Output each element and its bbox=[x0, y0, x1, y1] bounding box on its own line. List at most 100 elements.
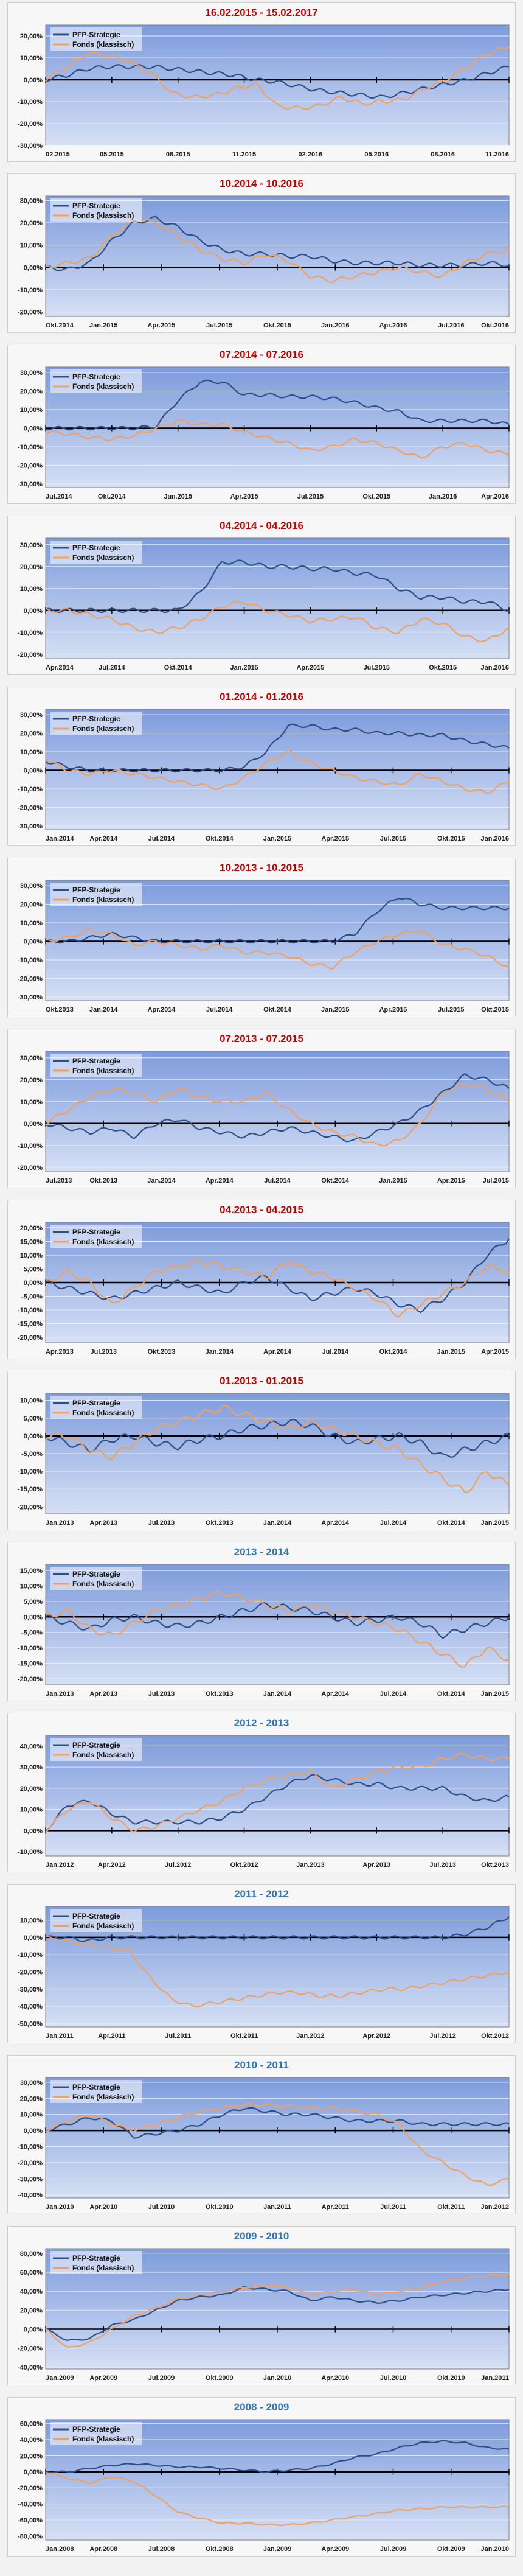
y-tick-label: -30,00% bbox=[18, 1986, 43, 1993]
y-tick-label: -10,00% bbox=[18, 786, 43, 793]
chart-title: 07.2013 - 07.2015 bbox=[219, 1033, 303, 1045]
legend-fonds-label: Fonds (klassisch) bbox=[72, 895, 134, 904]
legend-fonds-label: Fonds (klassisch) bbox=[72, 1237, 134, 1246]
x-tick-label: Jul.2015 bbox=[364, 664, 390, 671]
legend-box bbox=[50, 2080, 142, 2103]
x-tick-label: Jan.2014 bbox=[206, 1348, 234, 1356]
x-tick-label: Jan.2015 bbox=[89, 322, 117, 329]
fonds-klassisch-line bbox=[45, 1590, 510, 1668]
x-tick-label: Jan.2015 bbox=[437, 1348, 465, 1356]
x-tick-label: Okt.2014 bbox=[206, 835, 234, 842]
y-tick-label: 5,00% bbox=[24, 1598, 43, 1606]
y-tick-label: -20,00% bbox=[18, 1969, 43, 1976]
pfp-strategie-line bbox=[45, 723, 510, 773]
x-tick-label: Jan.2012 bbox=[296, 2032, 324, 2040]
x-tick-label: Jan.2012 bbox=[46, 1861, 74, 1869]
y-tick-label: 10,00% bbox=[20, 55, 43, 62]
chart-panel: 01.2014 - 01.2016 30,00% 20,00% 10,00% 0,00%… bbox=[7, 687, 516, 846]
x-tick-label: Jan.2010 bbox=[46, 2203, 74, 2211]
y-tick-label: 0,00% bbox=[24, 1934, 43, 1942]
legend-box bbox=[50, 2422, 142, 2445]
legend-pfp-label: PFP-Strategie bbox=[72, 1570, 120, 1578]
x-tick-label: Okt.2010 bbox=[206, 2203, 234, 2211]
y-tick-label: 10,00% bbox=[20, 586, 43, 593]
x-tick-label: Apr.2016 bbox=[481, 493, 509, 500]
y-tick-label: 20,00% bbox=[20, 33, 43, 40]
chart-panel: 2009 - 2010 80,00% 60,00% 40,00% 20,00% 0,00%… bbox=[7, 2226, 516, 2385]
y-tick-label: -10,00% bbox=[18, 1143, 43, 1150]
legend-pfp-label: PFP-Strategie bbox=[72, 201, 120, 210]
legend-pfp-label: PFP-Strategie bbox=[72, 715, 120, 723]
x-tick-label: Jul.2010 bbox=[148, 2203, 175, 2211]
y-tick-label: 60,00% bbox=[20, 2421, 43, 2428]
x-tick-label: Jul.2014 bbox=[148, 835, 175, 842]
chart-panel: 2010 - 2011 30,00% 20,00% 10,00% 0,00% -10,00… bbox=[7, 2055, 516, 2214]
x-tick-label: Jul.2015 bbox=[438, 1006, 464, 1013]
x-tick-label: Apr.2009 bbox=[321, 2546, 349, 2553]
fonds-klassisch-line bbox=[45, 217, 509, 284]
x-tick-label: Jul.2015 bbox=[380, 835, 406, 842]
legend-box bbox=[50, 27, 142, 51]
x-tick-label: Okt.2013 bbox=[89, 1177, 117, 1185]
pfp-strategie-line bbox=[45, 559, 510, 614]
fonds-klassisch-line bbox=[45, 600, 510, 643]
y-tick-label: -10,00% bbox=[18, 287, 43, 294]
line-chart: 40,00%30,00%20,00%10,00%0,00%-10,00%Jan.… bbox=[18, 1735, 510, 1869]
fonds-klassisch-line bbox=[45, 1404, 510, 1493]
x-tick-label: Jul.2014 bbox=[206, 1006, 233, 1013]
y-tick-label: 20,00% bbox=[20, 1225, 43, 1232]
y-tick-label: -40,00% bbox=[18, 2501, 43, 2508]
x-tick-label: Jan.2013 bbox=[46, 1690, 74, 1698]
y-tick-label: 0,00% bbox=[24, 264, 43, 271]
legend-fonds-label: Fonds (klassisch) bbox=[72, 1751, 134, 1759]
x-tick-label: Jul.2014 bbox=[264, 1177, 291, 1185]
x-tick-label: Apr.2012 bbox=[362, 2032, 390, 2040]
line-chart: 30,00%20,00%10,00%0,00%-10,00%-20,00%Apr… bbox=[18, 537, 510, 671]
x-tick-label: Jan.2010 bbox=[481, 2546, 509, 2553]
y-tick-label: 20,00% bbox=[20, 2095, 43, 2102]
x-tick-label: Jul.2015 bbox=[297, 493, 324, 500]
pfp-strategie-line bbox=[45, 1418, 510, 1458]
x-tick-label: Jan.2012 bbox=[481, 2203, 509, 2211]
y-tick-label: 5,00% bbox=[24, 1266, 43, 1273]
y-tick-label: 80,00% bbox=[20, 2250, 43, 2258]
y-tick-label: -20,00% bbox=[18, 975, 43, 982]
x-tick-label: 08.2016 bbox=[431, 151, 455, 158]
x-tick-label: Okt.2009 bbox=[437, 2546, 465, 2553]
x-tick-label: Apr.2010 bbox=[89, 2203, 117, 2211]
legend-pfp-label: PFP-Strategie bbox=[72, 1057, 120, 1065]
y-tick-label: 30,00% bbox=[20, 883, 43, 890]
line-chart: 60,00% 40,00% 20,00% 0,00% -20,00% -40,00% -60… bbox=[18, 2419, 510, 2553]
x-tick-label: Jul.2014 bbox=[380, 1690, 407, 1698]
line-chart: 20,00% 15,00% 10,00% 5,00% 0,00% -5,00% -10,00… bbox=[18, 1222, 510, 1356]
y-tick-label: 30,00% bbox=[20, 542, 43, 549]
y-tick-label: 0,00% bbox=[24, 1279, 43, 1287]
y-tick-label: 20,00% bbox=[20, 901, 43, 909]
x-tick-label: Apr.2014 bbox=[148, 1006, 176, 1013]
y-tick-label: 10,00% bbox=[20, 1398, 43, 1405]
y-tick-label: 60,00% bbox=[20, 2269, 43, 2277]
chart-title: 2013 - 2014 bbox=[234, 1546, 289, 1558]
x-tick-label: Jan.2015 bbox=[379, 1177, 407, 1185]
chart-title: 16.02.2015 - 15.02.2017 bbox=[205, 7, 318, 18]
x-tick-label: Apr.2014 bbox=[321, 1690, 350, 1698]
y-tick-label: 20,00% bbox=[20, 220, 43, 227]
y-tick-label: 0,00% bbox=[24, 768, 43, 775]
x-tick-label: Apr.2011 bbox=[98, 2032, 125, 2040]
x-tick-label: Jan.2011 bbox=[46, 2032, 74, 2040]
x-tick-label: Jul.2014 bbox=[46, 493, 72, 500]
x-tick-label: Okt.2013 bbox=[481, 1861, 509, 1869]
x-tick-label: Okt.2014 bbox=[321, 1177, 350, 1185]
x-tick-label: Okt.2015 bbox=[481, 1006, 509, 1013]
y-tick-label: -30,00% bbox=[18, 994, 43, 1001]
chart-title: 2008 - 2009 bbox=[234, 2401, 289, 2413]
x-tick-label: Apr.2016 bbox=[379, 322, 407, 329]
pfp-strategie-line bbox=[45, 2440, 510, 2474]
